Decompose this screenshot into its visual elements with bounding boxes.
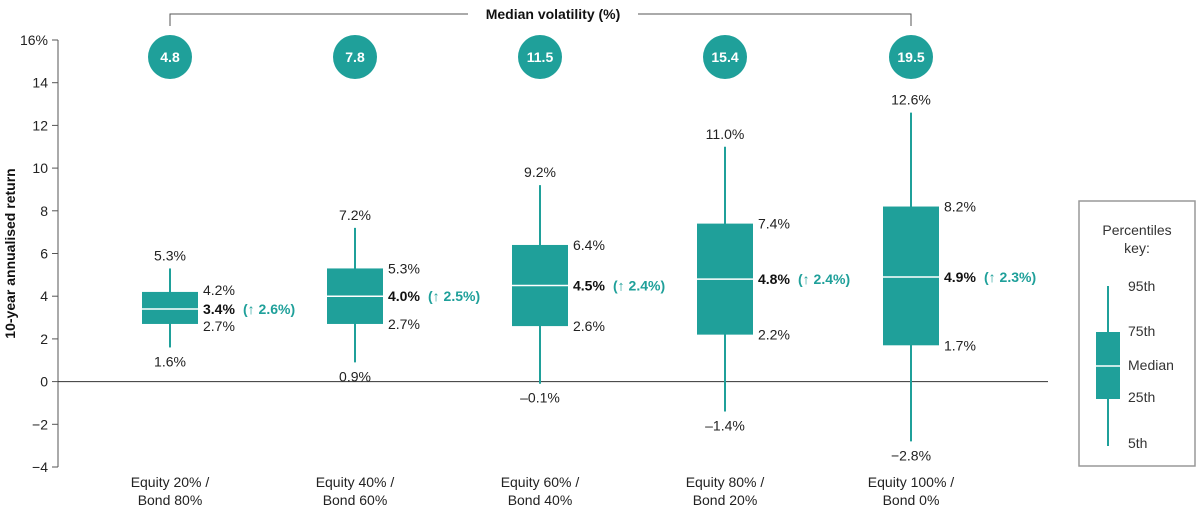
p75-label: 6.4% [573, 237, 605, 253]
median-label: 3.4% [203, 301, 235, 317]
p5-label: 0.9% [339, 368, 371, 384]
p95-label: 12.6% [891, 92, 931, 108]
volatility-value: 11.5 [527, 49, 554, 65]
legend-item-label: 75th [1128, 323, 1155, 339]
legend-item-label: Median [1128, 357, 1174, 373]
y-tick-label: 10 [32, 160, 48, 176]
y-tick-label: −2 [32, 416, 48, 432]
volatility-badge [889, 35, 933, 79]
iqr-box [883, 206, 939, 346]
legend-title-line1: Percentiles [1102, 222, 1171, 238]
legend-title-line2: key: [1124, 240, 1150, 256]
median-change-label: (↑ 2.5%) [428, 288, 480, 304]
y-tick-label: 12 [32, 117, 48, 133]
volatility-value: 4.8 [160, 49, 180, 65]
median-change-label: (↑ 2.4%) [613, 278, 665, 294]
median-label: 4.8% [758, 271, 790, 287]
p25-label: 2.7% [203, 318, 235, 334]
p5-label: –0.1% [520, 390, 560, 406]
p75-label: 8.2% [944, 199, 976, 215]
volatility-badge [703, 35, 747, 79]
legend-item-label: 25th [1128, 389, 1155, 405]
title-bg [468, 3, 638, 25]
y-tick-label: 0 [40, 374, 48, 390]
y-tick-label: 8 [40, 203, 48, 219]
median-label: 4.5% [573, 278, 605, 294]
y-tick-label: −4 [32, 459, 48, 475]
p5-label: 1.6% [154, 353, 186, 369]
category-label-line1: Equity 60% / [501, 474, 580, 490]
median-change-label: (↑ 2.4%) [798, 271, 850, 287]
category-label-line1: Equity 20% / [131, 474, 210, 490]
p5-label: −2.8% [891, 447, 931, 463]
p25-label: 1.7% [944, 337, 976, 353]
category-label-line2: Bond 20% [693, 492, 758, 508]
volatility-value: 15.4 [711, 49, 738, 65]
y-tick-label: 2 [40, 331, 48, 347]
p95-label: 5.3% [154, 247, 186, 263]
chart-title: Median volatility (%) [486, 6, 621, 22]
volatility-value: 7.8 [345, 49, 365, 65]
category-label-line1: Equity 40% / [316, 474, 395, 490]
y-tick-label: 14 [32, 75, 48, 91]
iqr-box [142, 291, 198, 324]
median-change-label: (↑ 2.3%) [984, 269, 1036, 285]
category-label-line1: Equity 100% / [868, 474, 954, 490]
median-label: 4.9% [944, 269, 976, 285]
category-label-line2: Bond 60% [323, 492, 388, 508]
legend-item-label: 95th [1128, 278, 1155, 294]
category-label-line2: Bond 80% [138, 492, 203, 508]
volatility-badge [333, 35, 377, 79]
category-label-line2: Bond 40% [508, 492, 573, 508]
median-label: 4.0% [388, 288, 420, 304]
p75-label: 4.2% [203, 282, 235, 298]
p75-label: 5.3% [388, 260, 420, 276]
p75-label: 7.4% [758, 216, 790, 232]
category-label-line1: Equity 80% / [686, 474, 765, 490]
median-change-label: (↑ 2.6%) [243, 301, 295, 317]
p95-label: 7.2% [339, 207, 371, 223]
p25-label: 2.2% [758, 327, 790, 343]
p25-label: 2.7% [388, 316, 420, 332]
p95-label: 9.2% [524, 164, 556, 180]
volatility-badge [518, 35, 562, 79]
volatility-badge [148, 35, 192, 79]
y-tick-label: 16% [20, 32, 48, 48]
y-tick-label: 4 [40, 288, 48, 304]
legend-item-label: 5th [1128, 435, 1147, 451]
volatility-value: 19.5 [897, 49, 924, 65]
p95-label: 11.0% [706, 126, 745, 142]
category-label-line2: Bond 0% [883, 492, 940, 508]
y-axis-label: 10-year annualised return [2, 168, 18, 338]
p25-label: 2.6% [573, 318, 605, 334]
y-tick-label: 6 [40, 246, 48, 262]
p5-label: –1.4% [705, 417, 745, 433]
